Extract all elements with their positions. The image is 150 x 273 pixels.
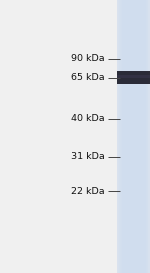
Text: 22 kDa: 22 kDa xyxy=(71,187,105,195)
Bar xyxy=(128,0,129,273)
Text: 40 kDa: 40 kDa xyxy=(71,114,105,123)
Bar xyxy=(117,75,150,78)
Bar xyxy=(143,0,144,273)
Bar xyxy=(126,0,127,273)
Bar xyxy=(146,0,147,273)
Bar xyxy=(125,0,126,273)
Bar xyxy=(145,0,146,273)
Bar xyxy=(120,0,121,273)
Bar xyxy=(140,0,141,273)
Bar xyxy=(123,0,124,273)
Bar xyxy=(129,0,130,273)
Bar xyxy=(127,0,128,273)
Text: 90 kDa: 90 kDa xyxy=(71,54,105,63)
Bar xyxy=(122,0,123,273)
Bar xyxy=(121,0,122,273)
Bar xyxy=(139,0,140,273)
Bar xyxy=(117,0,118,273)
Bar xyxy=(142,0,143,273)
Bar xyxy=(148,0,149,273)
Bar xyxy=(149,0,150,273)
Bar xyxy=(135,0,136,273)
Bar xyxy=(138,0,139,273)
Bar xyxy=(117,71,150,84)
Bar xyxy=(141,0,142,273)
Bar xyxy=(137,0,138,273)
Bar xyxy=(124,0,125,273)
Bar xyxy=(134,0,135,273)
Bar xyxy=(136,0,137,273)
Text: 31 kDa: 31 kDa xyxy=(71,153,105,161)
Bar xyxy=(118,0,119,273)
Text: 65 kDa: 65 kDa xyxy=(71,73,105,82)
Bar xyxy=(132,0,133,273)
Bar xyxy=(144,0,145,273)
Bar xyxy=(119,0,120,273)
Bar xyxy=(133,0,134,273)
Bar xyxy=(131,0,132,273)
Bar xyxy=(130,0,131,273)
